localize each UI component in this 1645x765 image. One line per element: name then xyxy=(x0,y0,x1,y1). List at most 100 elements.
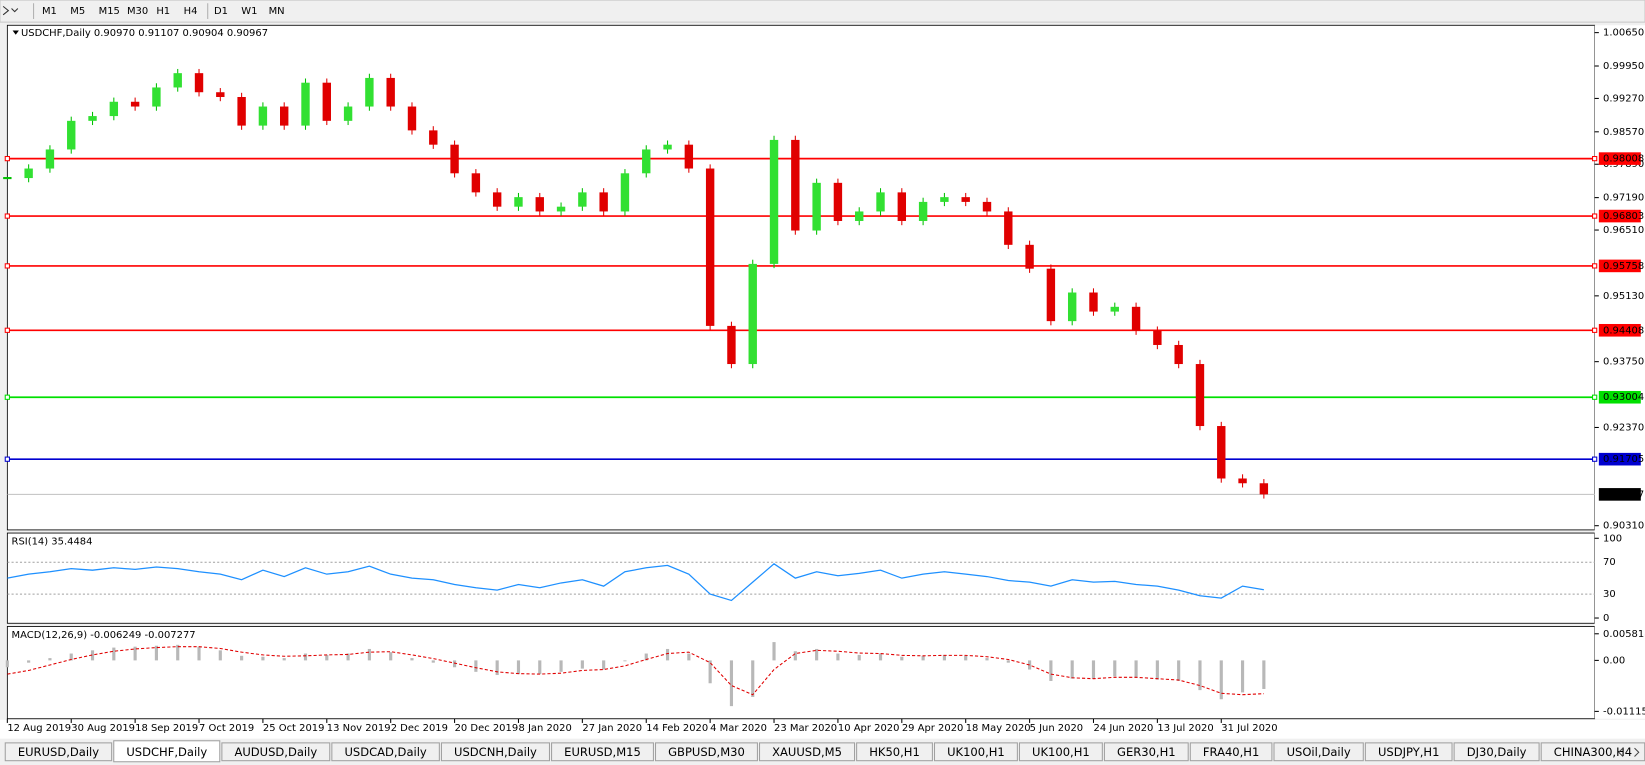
tab[interactable] xyxy=(113,740,221,763)
level-handle xyxy=(4,327,10,333)
macd-bar xyxy=(176,644,180,661)
candle xyxy=(1004,211,1013,245)
price-panel xyxy=(6,24,1596,531)
tab[interactable] xyxy=(1453,742,1540,762)
macd-signal xyxy=(7,646,1264,696)
tab[interactable] xyxy=(1103,742,1189,762)
current-price-tag xyxy=(1598,488,1641,501)
macd-bar xyxy=(282,658,286,661)
tab[interactable] xyxy=(654,742,758,762)
y-tick-label: 1.00650 xyxy=(1603,28,1644,39)
macd-bar xyxy=(815,648,819,661)
macd-bar xyxy=(1113,660,1117,677)
rsi-tick-label: 30 xyxy=(1603,589,1616,600)
macd-tick-label: 0.005818 xyxy=(1603,629,1645,640)
y-tick-label: 0.95130 xyxy=(1603,291,1644,302)
x-tick-label: 29 Apr 2020 xyxy=(902,723,964,734)
tab-label[interactable]: USDCHF,Daily xyxy=(126,745,207,759)
tab[interactable] xyxy=(1273,742,1364,762)
x-tick-label: 8 Jan 2020 xyxy=(518,723,571,734)
tab-label[interactable]: GBPUSD,M30 xyxy=(668,745,745,759)
timeframe-button[interactable]: M15 xyxy=(99,6,120,17)
tab-label[interactable]: USDCAD,Daily xyxy=(344,745,426,759)
tab[interactable] xyxy=(1189,742,1273,762)
level-handle xyxy=(1592,327,1598,333)
macd-bar xyxy=(708,660,712,684)
tab-label[interactable]: XAUUSD,M5 xyxy=(772,745,842,759)
macd-bar xyxy=(687,653,691,661)
timeframe-button[interactable]: H4 xyxy=(184,6,198,17)
tab[interactable] xyxy=(933,742,1018,762)
candle xyxy=(1174,344,1183,365)
macd-bar xyxy=(69,653,73,661)
y-tick-label: 0.93750 xyxy=(1603,357,1644,368)
candle xyxy=(492,192,502,207)
level-label: 0.96803 xyxy=(1603,211,1644,222)
candle xyxy=(301,82,310,126)
candle xyxy=(961,197,970,202)
x-tick-label: 20 Dec 2019 xyxy=(455,723,519,734)
candle xyxy=(599,192,608,212)
candle xyxy=(855,211,864,221)
tab-label[interactable]: FRA40,H1 xyxy=(1203,745,1259,759)
macd-bar xyxy=(474,660,478,672)
timeframe-button[interactable]: M1 xyxy=(42,6,57,17)
tab[interactable] xyxy=(1018,742,1103,762)
current-price-label: 0.90967 xyxy=(1603,489,1644,500)
timeframe-button[interactable]: H1 xyxy=(156,6,170,17)
level-handle xyxy=(4,213,10,219)
candle xyxy=(918,201,928,221)
chart-header: USDCHF,Daily 0.90970 0.91107 0.90904 0.9… xyxy=(21,28,268,39)
tab-label[interactable]: GER30,H1 xyxy=(1117,745,1176,759)
tab[interactable] xyxy=(331,742,440,762)
candle xyxy=(556,206,566,212)
tab-label[interactable]: USDJPY,H1 xyxy=(1378,745,1439,759)
candle xyxy=(791,139,800,231)
tab-label[interactable]: USOil,Daily xyxy=(1287,745,1351,759)
candle xyxy=(535,197,544,212)
tab-label[interactable]: DJ30,Daily xyxy=(1467,745,1527,759)
macd-bar xyxy=(261,656,265,661)
tab-label[interactable]: HK50,H1 xyxy=(869,745,920,759)
timeframe-button[interactable]: M30 xyxy=(127,6,148,17)
macd-bar xyxy=(1262,660,1266,689)
tab[interactable] xyxy=(856,742,933,762)
tab[interactable] xyxy=(221,742,331,762)
timeframe-button[interactable]: MN xyxy=(269,6,285,17)
candle xyxy=(109,101,119,117)
tab-label[interactable]: EURUSD,M15 xyxy=(564,745,641,759)
macd-bar xyxy=(27,660,31,663)
tab[interactable] xyxy=(440,742,550,762)
level-label: 0.98008 xyxy=(1603,154,1644,165)
tab-label[interactable]: AUDUSD,Daily xyxy=(234,745,317,759)
candle xyxy=(1046,268,1056,322)
candle xyxy=(429,130,438,145)
tab-label[interactable]: EURUSD,Daily xyxy=(18,745,99,759)
candle xyxy=(897,192,907,221)
timeframe-button[interactable]: M5 xyxy=(70,6,85,17)
timeframe-button[interactable]: D1 xyxy=(214,6,228,17)
candle xyxy=(24,168,33,179)
tab-label[interactable]: UK100,H1 xyxy=(947,745,1005,759)
tab[interactable] xyxy=(759,742,856,762)
macd-bar xyxy=(729,660,734,707)
candle xyxy=(1089,292,1098,312)
x-tick-label: 24 Jun 2020 xyxy=(1093,723,1153,734)
tab-label[interactable]: UK100,H1 xyxy=(1032,745,1090,759)
level-label: 0.95758 xyxy=(1603,261,1644,272)
tab-label[interactable]: CHINA300,H4 xyxy=(1554,745,1632,759)
timeframe-button[interactable]: W1 xyxy=(241,6,257,17)
candle xyxy=(812,182,821,231)
rsi-tick-label: 100 xyxy=(1603,533,1622,544)
toolbar xyxy=(0,0,1645,23)
macd-bar xyxy=(389,652,393,661)
macd-bar xyxy=(1240,660,1245,693)
candle xyxy=(1153,330,1162,345)
x-tick-label: 18 May 2020 xyxy=(966,723,1031,734)
rsi-tick-label: 70 xyxy=(1603,557,1616,568)
tab[interactable] xyxy=(1364,742,1453,762)
tab[interactable] xyxy=(4,742,113,762)
tab[interactable] xyxy=(551,742,654,762)
tab-scroll[interactable] xyxy=(1618,747,1640,757)
tab-label[interactable]: USDCNH,Daily xyxy=(454,745,537,759)
